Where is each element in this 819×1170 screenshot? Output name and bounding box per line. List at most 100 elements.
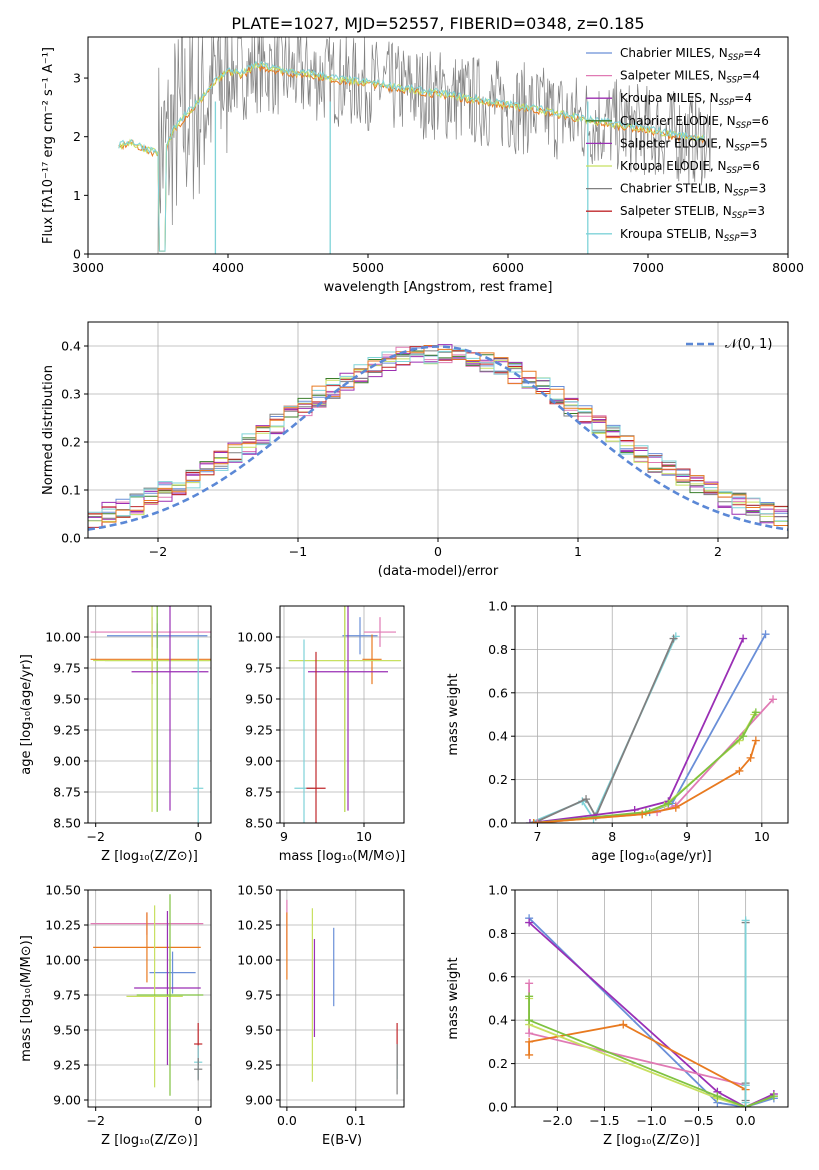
legend-entry-subscript: SSP [719,98,735,108]
x-tick-label: 0.1 [346,1113,366,1128]
legend-entry: Kroupa STELIB, NSSP=3 [620,227,757,244]
legend-entry-value: =4 [734,91,752,105]
mass-vs-ebv-panel: 0.0 0.1 9.00 9.25 9.50 9.75 10.00 10.25 10.50 E(B… [237,883,405,1148]
y-tick-label: 9.75 [245,988,273,1003]
legend-entry-subscript: SSP [736,121,752,131]
x-tick-label: −1 [289,544,307,559]
y-tick-label: 1.0 [488,599,508,614]
legend-entry-subscript: SSP [727,166,743,176]
y-tick-label: 9.50 [245,1023,273,1038]
weight-marker [525,819,534,823]
weight-line [533,711,757,823]
x-axis-label: E(B-V) [322,1133,362,1148]
weight-line [533,638,675,823]
y-tick-label: 0.2 [488,1056,508,1071]
y-tick-label: 9.00 [245,1093,273,1108]
weight-marker [525,1037,534,1046]
y-tick-label: 8.50 [53,816,81,831]
weight-line [528,917,775,1107]
figure-title: PLATE=1027, MJD=52557, FIBERID=0348, z=0… [231,14,644,33]
weight-series [741,916,750,1107]
legend-entry-subscript: SSP [734,143,750,153]
plot-area [286,899,398,1095]
model-fit-line [118,63,705,252]
legend-entry: Salpeter ELODIE, NSSP=5 [620,136,768,153]
x-axis-label: mass [log₁₀(M/M⊙)] [279,849,406,864]
x-tick-label: 1 [574,544,582,559]
y-tick-label: 1.0 [488,883,508,898]
error-bar-point [149,951,196,994]
y-tick-label: 8.75 [53,785,81,800]
y-tick-label: 9.75 [53,988,81,1003]
y-tick-label: 10.25 [45,918,81,933]
axes-frame [279,605,405,824]
x-tick-label: 9 [280,829,288,844]
x-axis-label: Z [log₁₀(Z/Z⊙)] [603,1133,700,1148]
spectrum-panel: 3000 4000 5000 6000 7000 8000 0 1 2 3 wavelength [… [41,36,804,295]
age-vs-metallicity-panel: −2 0 8.50 8.75 9.00 9.25 9.50 9.75 10.00 Z [log₁₀… [19,605,212,864]
y-tick-label: 0.2 [61,435,81,450]
x-axis-label: Z [log₁₀(Z/Z⊙)] [101,849,198,864]
y-tick-label: 0.6 [488,969,508,984]
x-tick-label: 8000 [772,260,804,275]
legend-entry-value: =6 [742,159,760,173]
legend-entry-text: Chabrier STELIB, N [620,182,733,196]
y-tick-label: 0.6 [488,685,508,700]
y-tick-label: 8.75 [245,785,273,800]
legend-entry: Chabrier MILES, NSSP=4 [620,46,761,63]
error-bar-point [126,905,183,1088]
weight-vs-metallicity-panel: −2.0 −1.5 −1.0 −0.5 0.0 0.0 0.2 0.4 0.6 0.8 1.0 Z [… [446,883,789,1148]
legend-entry: Kroupa ELODIE, NSSP=6 [620,159,760,176]
y-tick-label: 10.50 [237,883,273,898]
y-tick-label: 0.8 [488,926,508,941]
legend-entry-subscript: SSP [732,211,748,221]
y-tick-label: 10.00 [45,953,81,968]
weight-marker [525,979,534,988]
y-tick-label: 0.4 [488,729,508,744]
weight-marker [739,634,748,643]
x-tick-label: 6000 [492,260,524,275]
weight-marker [741,1081,750,1090]
weight-series [529,634,678,823]
weight-marker [669,634,678,643]
error-bar-point [308,606,388,811]
model-fit-line [118,61,705,252]
y-tick-label: 0.0 [488,816,508,831]
y-tick-label: 9.50 [53,692,81,707]
y-tick-label: 0.4 [61,339,81,354]
mass-vs-metallicity-panel: −2 0 9.00 9.25 9.50 9.75 10.00 10.25 10.50 Z [log… [19,883,212,1148]
legend-entry-subscript: SSP [724,234,740,244]
weight-marker [533,819,542,823]
x-tick-label: 5000 [352,260,384,275]
weight-marker [525,918,534,927]
weight-marker [769,1092,778,1101]
y-tick-label: 10.50 [45,883,81,898]
legend-entry-text: Salpeter MILES, N [620,69,727,83]
axes-frame [87,36,789,255]
error-bar-point [288,606,401,812]
x-tick-label: 2 [714,544,722,559]
y-tick-label: 9.75 [245,661,273,676]
weight-series [525,634,748,823]
weight-marker [746,753,755,762]
x-tick-label: 4000 [212,260,244,275]
y-tick-label: 9.50 [53,1023,81,1038]
y-tick-label: 10.00 [237,953,273,968]
x-tick-label: 0 [434,544,442,559]
x-tick-label: −0.5 [683,1113,713,1128]
weight-marker [739,732,748,741]
weight-line [529,638,744,823]
x-tick-label: 10 [356,829,372,844]
weight-marker [525,1016,534,1025]
plot-area [525,914,778,1107]
x-axis-label: (data-model)/error [378,564,499,579]
weight-marker [582,795,591,804]
legend-entry: Salpeter MILES, NSSP=4 [620,69,760,86]
legend-entry-subscript: SSP [733,189,749,199]
x-tick-label: 9 [683,829,691,844]
y-tick-label: 9.75 [53,661,81,676]
x-axis-label: age [log₁₀(age/yr)] [591,849,712,864]
legend-entry-text: Chabrier ELODIE, N [620,114,736,128]
y-axis-label: Flux [fλ10⁻¹⁷ erg cm⁻² s⁻¹ A⁻¹] [41,47,56,244]
x-tick-label: 7000 [632,260,664,275]
